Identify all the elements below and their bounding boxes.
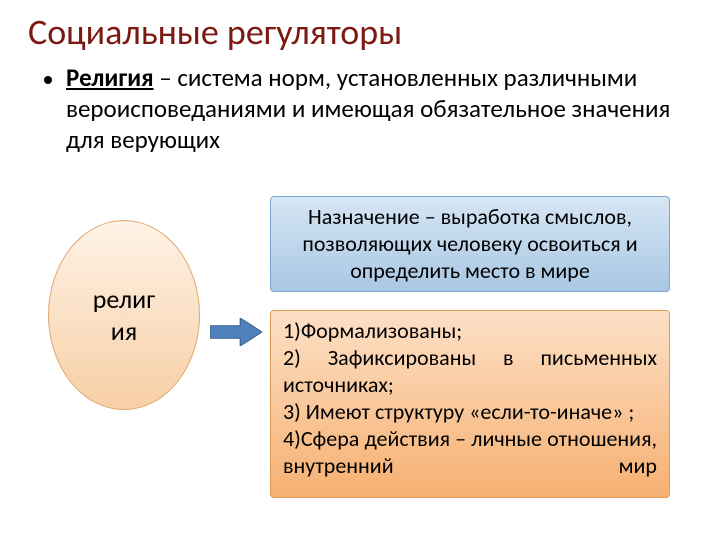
- definition-block: Религия – система норм, установленных ра…: [44, 62, 674, 155]
- box-properties-line: 4)Сфера действия – личные отношения, вну…: [283, 425, 657, 479]
- ellipse-label: религ ия: [93, 283, 155, 347]
- box-properties-line: 3) Имеют структуру «если-то-иначе» ;: [283, 398, 657, 425]
- ellipse-religion: религ ия: [48, 220, 200, 410]
- definition-sep: –: [154, 62, 178, 93]
- slide-title: Социальные регуляторы: [28, 10, 402, 54]
- definition-term: Религия: [66, 62, 154, 93]
- box-properties-line: 1)Формализованы;: [283, 317, 657, 344]
- box-properties-line: 2) Зафиксированы в письменных источниках…: [283, 344, 657, 398]
- box-purpose-text: Назначение – выработка смыслов, позволяю…: [271, 197, 669, 290]
- box-properties: 1)Формализованы;2) Зафиксированы в письм…: [270, 310, 670, 498]
- definition-text: Религия – система норм, установленных ра…: [66, 62, 674, 155]
- box-properties-text: 1)Формализованы;2) Зафиксированы в письм…: [271, 311, 669, 485]
- arrow-icon: [210, 318, 262, 346]
- bullet-icon: [44, 76, 52, 84]
- box-purpose: Назначение – выработка смыслов, позволяю…: [270, 196, 670, 292]
